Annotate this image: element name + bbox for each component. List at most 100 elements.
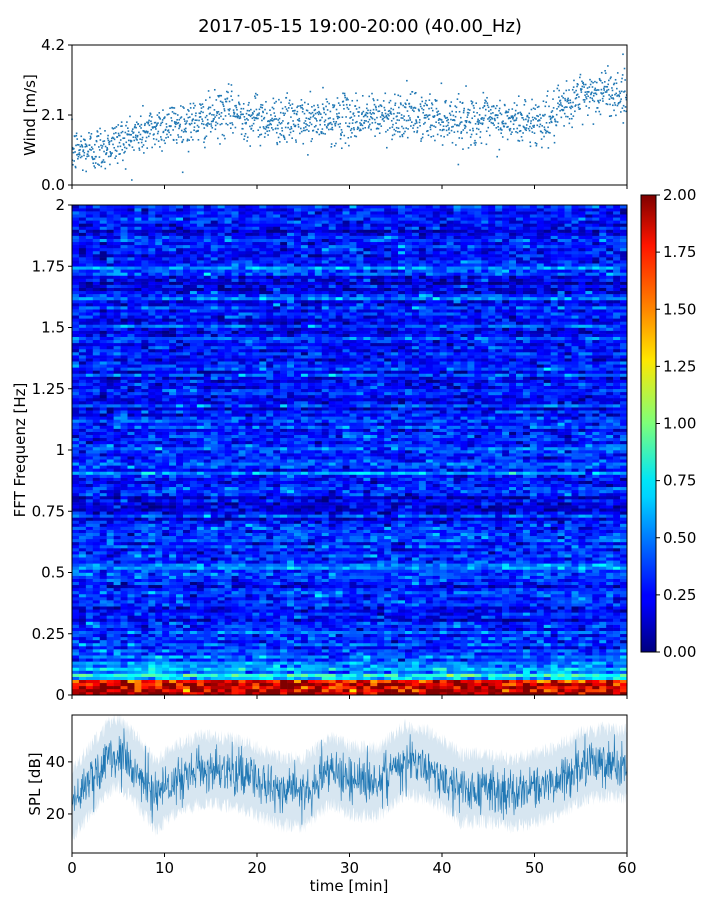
heatmap-cell [356, 679, 364, 684]
heatmap-cell [488, 606, 496, 610]
heatmap-cell [148, 676, 156, 680]
heatmap-cell [85, 682, 94, 687]
heatmap-cell [620, 636, 628, 641]
heatmap-cell [391, 630, 399, 635]
wind-point [305, 117, 308, 119]
heatmap-cell [363, 679, 371, 684]
wind-point [150, 122, 153, 125]
heatmap-cell [72, 667, 80, 671]
heatmap-cell [183, 646, 191, 650]
heatmap-cell [92, 682, 101, 687]
heatmap-cell [155, 590, 163, 595]
heatmap-cell [245, 655, 253, 659]
wind-point [93, 158, 96, 160]
heatmap-cell [391, 624, 399, 628]
heatmap-cell [529, 578, 538, 582]
heatmap-cell [342, 667, 350, 671]
wind-point [391, 134, 394, 137]
heatmap-cell [196, 670, 205, 674]
wind-point [329, 110, 332, 113]
heatmap-cell [321, 646, 329, 650]
heatmap-cell [231, 575, 239, 579]
wind-point [399, 102, 402, 104]
heatmap-cell [92, 670, 101, 674]
heatmap-cell [266, 600, 274, 604]
heatmap-cell [536, 627, 545, 631]
wind-y-ticks: 0.02.14.2 [41, 36, 72, 194]
heatmap-cell [481, 593, 489, 598]
heatmap-cell [266, 584, 274, 589]
wind-point [159, 118, 161, 120]
heatmap-cell [495, 667, 503, 671]
heatmap-cell [314, 664, 323, 668]
heatmap-cell [384, 603, 392, 607]
wind-point [422, 111, 424, 114]
heatmap-cell [578, 649, 586, 653]
heatmap-cell [217, 639, 225, 644]
wind-point [294, 124, 297, 127]
wind-point [199, 112, 202, 115]
wind-scatter [71, 53, 628, 181]
heatmap-cell [183, 618, 191, 622]
heatmap-cell [196, 630, 205, 635]
heatmap-cell [425, 691, 434, 696]
wind-point [194, 119, 197, 121]
wind-point [471, 101, 474, 103]
heatmap-cell [522, 578, 531, 582]
heatmap-cell [398, 664, 406, 668]
wind-point [303, 122, 305, 124]
heatmap-cell [599, 600, 607, 604]
heatmap-cell [99, 682, 107, 687]
heatmap-cell [224, 618, 232, 622]
heatmap-cell [141, 664, 149, 668]
wind-point [324, 113, 327, 116]
wind-point [513, 102, 516, 104]
heatmap-cell [620, 658, 628, 662]
heatmap-cell [106, 606, 114, 610]
heatmap-cell [176, 587, 184, 592]
heatmap-cell [72, 691, 80, 696]
wind-point [565, 80, 568, 82]
heatmap-cell [488, 670, 496, 674]
heatmap-cell [516, 606, 524, 610]
heatmap-cell [85, 685, 94, 690]
wind-point [468, 109, 471, 111]
wind-point [104, 130, 106, 132]
wind-point [462, 148, 464, 150]
wind-point [227, 83, 230, 85]
wind-point [595, 89, 597, 92]
wind-point [501, 122, 504, 125]
heatmap-cell [189, 670, 198, 674]
wind-point [551, 116, 553, 119]
wind-point [117, 132, 120, 135]
heatmap-cell [564, 609, 572, 613]
heatmap-cell [203, 600, 212, 604]
heatmap-cell [113, 646, 121, 650]
wind-point [218, 117, 220, 119]
heatmap-cell [342, 612, 350, 616]
heatmap-cell [370, 691, 378, 696]
heatmap-cell [363, 670, 371, 674]
heatmap-cell [176, 673, 184, 677]
heatmap-cell [488, 655, 496, 659]
wind-point [419, 124, 421, 127]
heatmap-cell [321, 627, 329, 631]
heatmap-cell [529, 597, 538, 601]
heatmap-cell [411, 624, 420, 628]
heatmap-cell [377, 658, 385, 662]
heatmap-cell [363, 691, 371, 696]
heatmap-cell [252, 691, 260, 696]
heatmap-cell [391, 652, 399, 656]
wind-point [615, 82, 618, 85]
heatmap-cell [578, 642, 586, 647]
wind-point [624, 106, 627, 108]
wind-point [98, 156, 101, 158]
wind-point [314, 112, 317, 115]
wind-point [79, 149, 81, 151]
heatmap-cell [529, 682, 538, 687]
heatmap-cell [384, 655, 392, 659]
heatmap-cell [92, 688, 101, 693]
heatmap-cell [432, 655, 440, 659]
heatmap-cell [183, 691, 191, 696]
wind-point [603, 89, 605, 91]
